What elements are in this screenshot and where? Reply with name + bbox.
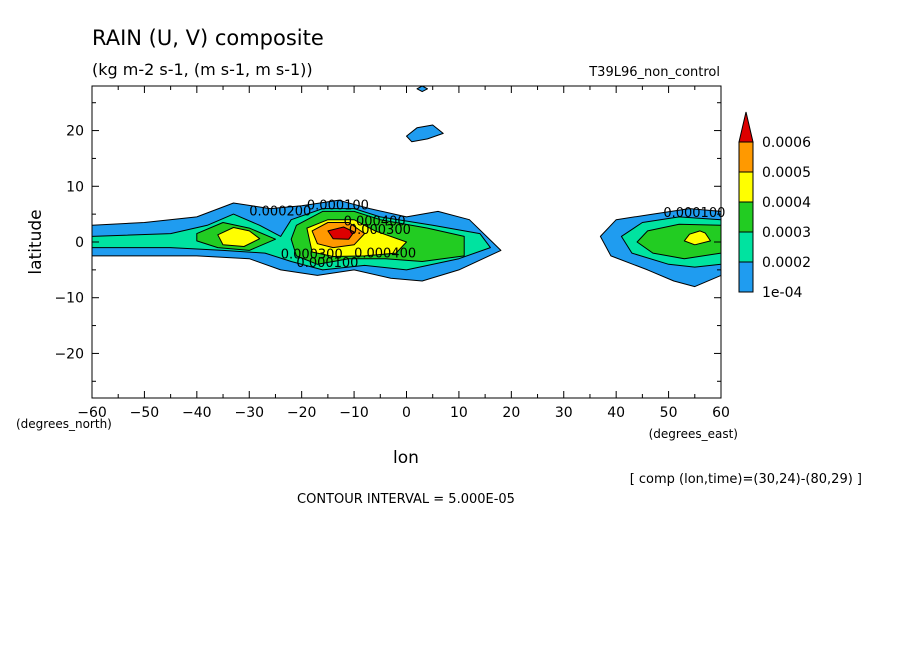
x-tick-label: −50 xyxy=(130,405,160,421)
colorbar-level-label: 0.0005 xyxy=(762,165,811,181)
contour-interval-label: CONTOUR INTERVAL = 5.000E-05 xyxy=(297,492,515,507)
contour-label-layer: 0.0002000.0001000.0004000.0003000.000300… xyxy=(249,199,725,271)
x-tick-label: 40 xyxy=(607,405,625,421)
colorbar-swatch xyxy=(738,171,754,203)
contour-label: 0.000300 xyxy=(349,223,411,238)
y-tick-label: 20 xyxy=(66,124,84,140)
contour-label: 0.000200 xyxy=(249,204,311,219)
contour-region-11 xyxy=(683,230,711,246)
y-axis-label: latitude xyxy=(26,209,46,274)
chart-subtitle: (kg m-2 s-1, (m s-1, m s-1)) xyxy=(92,60,313,79)
y-tick-label: −20 xyxy=(54,346,84,362)
y-tick-label: −10 xyxy=(54,291,84,307)
x-tick-label: −10 xyxy=(339,405,369,421)
x-tick-label: 50 xyxy=(660,405,678,421)
x-axis-label: lon xyxy=(393,448,419,468)
run-label: T39L96_non_control xyxy=(588,65,720,80)
colorbar-level-label: 0.0002 xyxy=(762,255,811,271)
x-axis: −60 −50 −40 −30 −20 −10 0 10 20 30 40 50 60 xyxy=(77,86,730,421)
contour-region-4 xyxy=(217,227,261,247)
x-tick-label: −40 xyxy=(182,405,212,421)
colorbar-swatch xyxy=(738,201,754,233)
contour-fill-layer xyxy=(91,85,722,288)
colorbar-swatch xyxy=(738,141,754,173)
x-tick-label: 60 xyxy=(712,405,730,421)
x-tick-label: 20 xyxy=(502,405,520,421)
contour-label: 0.000100 xyxy=(663,206,725,221)
colorbar-level-label: 0.0004 xyxy=(762,195,811,211)
y-tick-label: 0 xyxy=(75,235,84,251)
contour-label: 0.000400 xyxy=(344,214,406,229)
x-tick-label: 30 xyxy=(555,405,573,421)
colorbar-swatch xyxy=(738,261,754,293)
colorbar: 1e-04 0.0002 0.0003 0.0004 0.0005 0.0006 xyxy=(738,111,811,301)
x-tick-label: −30 xyxy=(234,405,264,421)
y-units-label: (degrees_north) xyxy=(16,417,112,431)
x-units-label: (degrees_east) xyxy=(649,427,738,441)
y-tick-label: 10 xyxy=(66,179,84,195)
contour-label: 0.000100 xyxy=(296,256,358,271)
contour-label: 0.000100 xyxy=(307,199,369,214)
colorbar-overflow-triangle xyxy=(738,111,754,143)
chart-title: RAIN (U, V) composite xyxy=(92,26,324,50)
colorbar-level-label: 1e-04 xyxy=(762,285,802,301)
contour-region-13 xyxy=(416,85,428,93)
colorbar-level-label: 0.0006 xyxy=(762,135,811,151)
x-tick-label: −20 xyxy=(287,405,317,421)
contour-region-12 xyxy=(406,124,444,143)
colorbar-swatch xyxy=(738,231,754,263)
contour-label: 0.000400 xyxy=(354,247,416,262)
x-tick-label: 10 xyxy=(450,405,468,421)
colorbar-level-label: 0.0003 xyxy=(762,225,811,241)
contour-label: 0.000300 xyxy=(281,248,343,263)
x-tick-label: 0 xyxy=(402,405,411,421)
x-tick-label: −60 xyxy=(77,405,107,421)
contour-region-7 xyxy=(327,226,355,240)
y-axis: −20 −10 0 10 20 xyxy=(54,102,721,382)
footer-note: [ comp (lon,time)=(30,24)-(80,29) ] xyxy=(630,472,862,487)
